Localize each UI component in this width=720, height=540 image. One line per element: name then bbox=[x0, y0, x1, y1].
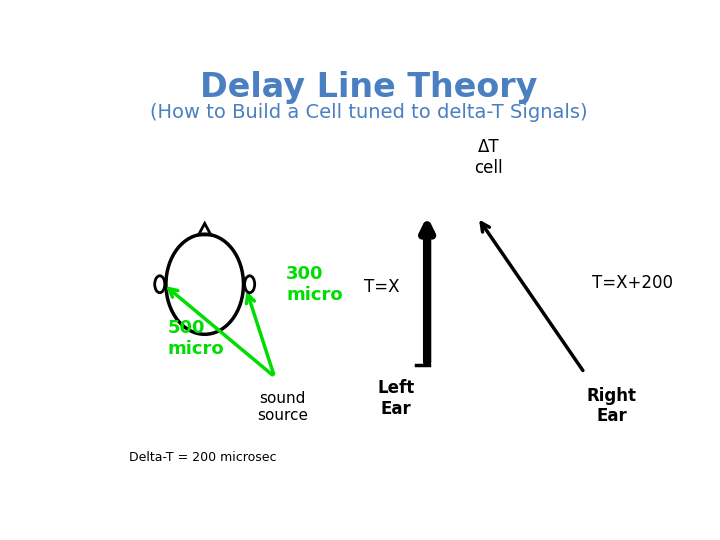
Text: Right
Ear: Right Ear bbox=[587, 387, 636, 426]
Ellipse shape bbox=[245, 276, 255, 293]
Text: Left
Ear: Left Ear bbox=[377, 379, 415, 418]
Text: (How to Build a Cell tuned to delta-T Signals): (How to Build a Cell tuned to delta-T Si… bbox=[150, 103, 588, 122]
Text: Delay Line Theory: Delay Line Theory bbox=[200, 71, 538, 104]
Text: T=X: T=X bbox=[364, 278, 400, 296]
Text: 300
micro: 300 micro bbox=[286, 265, 343, 303]
Text: Delta-T = 200 microsec: Delta-T = 200 microsec bbox=[129, 451, 276, 464]
Text: T=X+200: T=X+200 bbox=[593, 274, 673, 293]
Text: ΔT
cell: ΔT cell bbox=[474, 138, 503, 177]
Ellipse shape bbox=[155, 276, 165, 293]
Text: 500
micro: 500 micro bbox=[168, 319, 224, 357]
Text: sound
source: sound source bbox=[257, 390, 307, 423]
